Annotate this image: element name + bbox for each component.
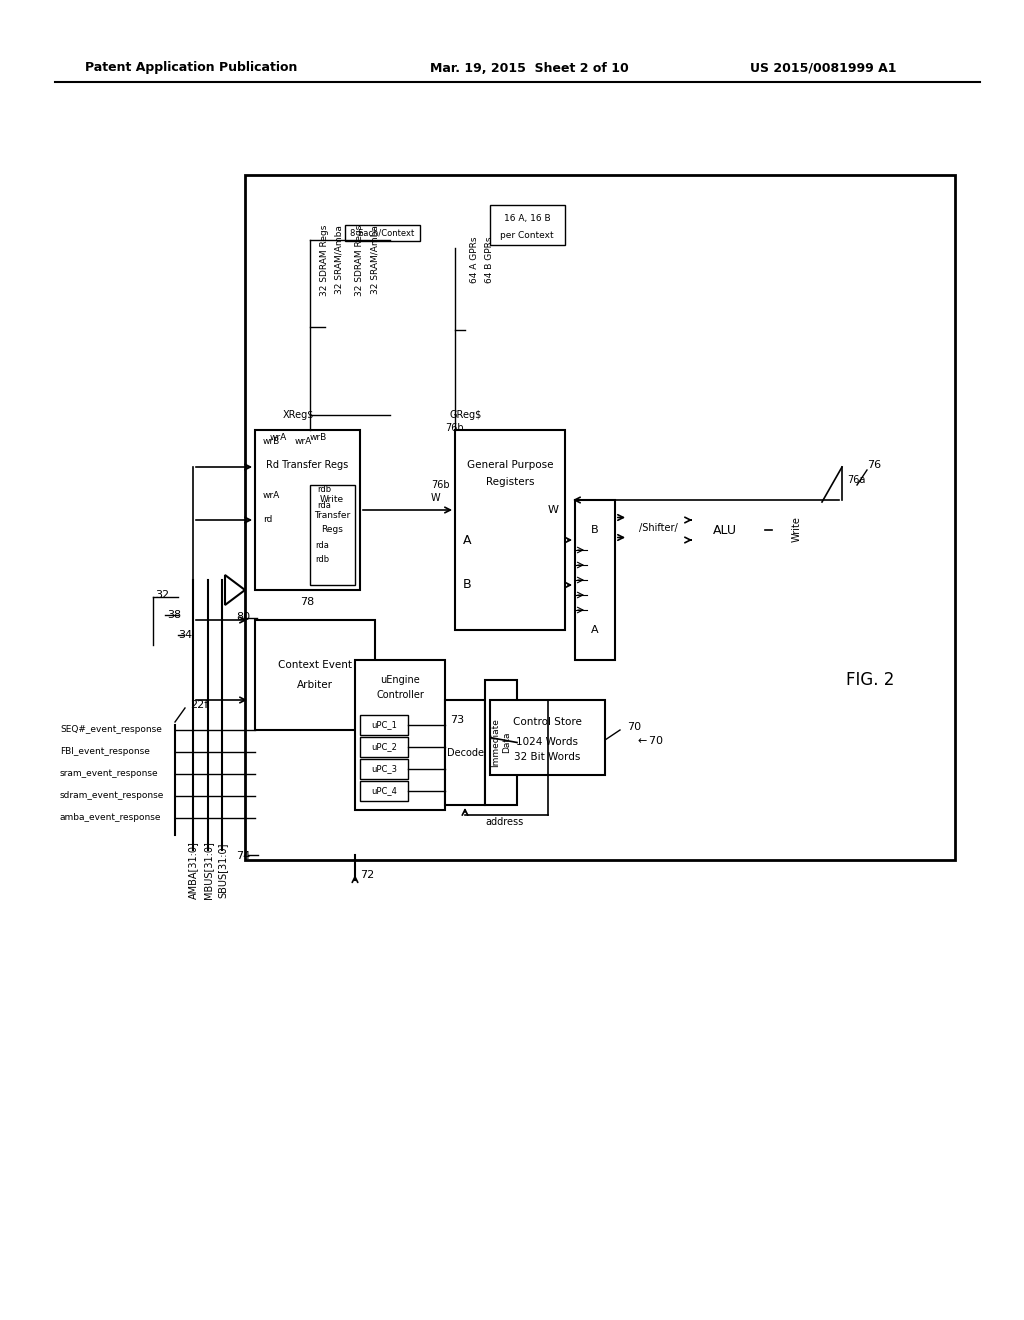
Text: 16 A, 16 B: 16 A, 16 B	[504, 214, 550, 223]
Bar	[490, 205, 565, 246]
Text: 80: 80	[236, 612, 250, 622]
Text: uPC_4: uPC_4	[371, 787, 397, 796]
Text: General Purpose: General Purpose	[467, 459, 553, 470]
Bar	[255, 430, 360, 590]
Bar	[310, 484, 355, 585]
Text: 76b: 76b	[431, 480, 450, 490]
Text: 76b: 76b	[445, 422, 464, 433]
Text: Regs: Regs	[322, 525, 343, 535]
Text: GReg$: GReg$	[450, 411, 482, 420]
Text: amba_event_response: amba_event_response	[60, 813, 162, 822]
Text: Immediate
Data: Immediate Data	[492, 718, 511, 767]
Text: Transfer: Transfer	[314, 511, 350, 520]
Text: 70: 70	[627, 722, 641, 733]
Text: wrA: wrA	[263, 491, 281, 499]
Text: 32 SRAM/Amba: 32 SRAM/Amba	[370, 226, 379, 294]
Text: rd: rd	[263, 516, 272, 524]
Text: address: address	[485, 817, 524, 828]
Text: wrB: wrB	[310, 433, 328, 442]
Text: 38: 38	[167, 610, 181, 620]
Text: 8 Each/Context: 8 Each/Context	[350, 228, 414, 238]
Text: FIG. 2: FIG. 2	[846, 671, 894, 689]
Bar	[245, 176, 955, 861]
Text: per Context: per Context	[500, 231, 554, 239]
Text: Patent Application Publication: Patent Application Publication	[85, 62, 297, 74]
Text: Mar. 19, 2015  Sheet 2 of 10: Mar. 19, 2015 Sheet 2 of 10	[430, 62, 629, 74]
Text: 78: 78	[300, 597, 314, 607]
Text: A: A	[463, 533, 471, 546]
Text: rdb: rdb	[317, 486, 331, 495]
Bar	[490, 700, 605, 775]
Text: 76a: 76a	[847, 475, 865, 484]
Bar	[360, 737, 408, 756]
Text: Control Store: Control Store	[513, 717, 582, 727]
Text: /Shifter/: /Shifter/	[639, 523, 677, 532]
Text: sdram_event_response: sdram_event_response	[60, 792, 165, 800]
Text: US 2015/0081999 A1: US 2015/0081999 A1	[750, 62, 896, 74]
Text: Arbiter: Arbiter	[297, 680, 333, 690]
Text: uPC_3: uPC_3	[371, 764, 397, 774]
Bar	[360, 715, 408, 735]
Bar	[445, 700, 485, 805]
Text: A: A	[591, 624, 599, 635]
Text: rdb: rdb	[315, 556, 329, 565]
Text: 73: 73	[450, 715, 464, 725]
Text: Registers: Registers	[485, 477, 535, 487]
Text: W: W	[548, 506, 558, 515]
Bar	[355, 660, 445, 810]
Text: 76: 76	[867, 459, 881, 470]
Bar	[345, 224, 420, 242]
Text: 32 SDRAM Regs: 32 SDRAM Regs	[355, 224, 364, 296]
Text: 1024 Words: 1024 Words	[516, 737, 579, 747]
Bar	[575, 500, 615, 660]
Text: Write: Write	[792, 516, 802, 543]
Text: 64 B GPRs: 64 B GPRs	[485, 236, 494, 284]
Text: 32: 32	[155, 590, 169, 601]
Bar	[255, 620, 375, 730]
Text: B: B	[591, 525, 599, 535]
Text: Decode: Decode	[446, 747, 483, 758]
Bar	[455, 430, 565, 630]
Text: 32 Bit Words: 32 Bit Words	[514, 752, 581, 762]
Text: rda: rda	[315, 540, 329, 549]
Text: sram_event_response: sram_event_response	[60, 770, 159, 779]
Text: Controller: Controller	[376, 690, 424, 700]
Text: XReg$: XReg$	[283, 411, 314, 420]
Text: uPC_1: uPC_1	[371, 721, 397, 730]
Text: W: W	[430, 492, 440, 503]
Text: rda: rda	[317, 500, 331, 510]
Bar	[360, 759, 408, 779]
Bar	[360, 781, 408, 801]
Text: wrA: wrA	[295, 437, 312, 446]
Text: Rd Transfer Regs: Rd Transfer Regs	[266, 459, 348, 470]
Text: wrA: wrA	[270, 433, 288, 442]
Text: 32 SDRAM Regs: 32 SDRAM Regs	[319, 224, 329, 296]
Text: uEngine: uEngine	[380, 675, 420, 685]
Text: AMBA[31:0]: AMBA[31:0]	[188, 841, 198, 899]
Text: Write: Write	[319, 495, 344, 504]
Text: 22f: 22f	[190, 700, 208, 710]
Text: 74: 74	[236, 851, 250, 861]
Text: MBUS[31:0]: MBUS[31:0]	[203, 841, 213, 899]
Text: SEQ#_event_response: SEQ#_event_response	[60, 726, 162, 734]
Text: ALU: ALU	[713, 524, 737, 536]
Text: 34: 34	[178, 630, 193, 640]
Text: 32 SRAM/Amba: 32 SRAM/Amba	[335, 226, 344, 294]
Bar	[485, 680, 517, 805]
Text: $\leftarrow$70: $\leftarrow$70	[635, 734, 664, 746]
Text: SBUS[31:0]: SBUS[31:0]	[217, 842, 227, 898]
Text: uPC_2: uPC_2	[371, 742, 397, 751]
Text: FBI_event_response: FBI_event_response	[60, 747, 150, 756]
Text: wrB: wrB	[263, 437, 281, 446]
Text: 64 A GPRs: 64 A GPRs	[470, 236, 479, 284]
Text: B: B	[463, 578, 471, 591]
Text: Context Event: Context Event	[278, 660, 352, 671]
Text: 72: 72	[360, 870, 374, 880]
